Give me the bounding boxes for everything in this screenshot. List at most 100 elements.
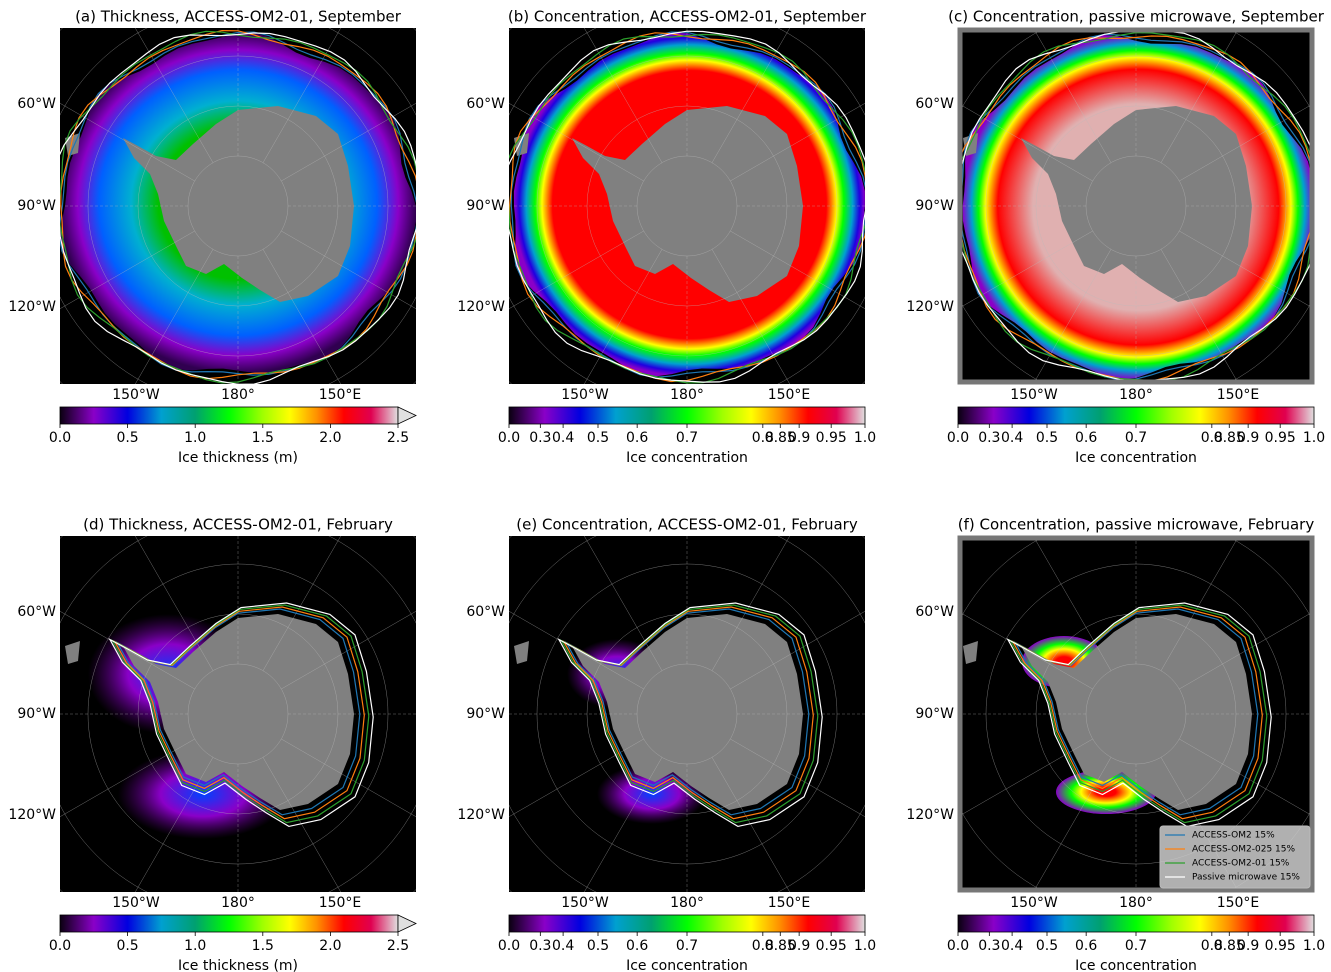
colorbar-label: Ice thickness (m) (178, 450, 298, 466)
graticule (730, 230, 865, 310)
contour (509, 30, 865, 383)
contour (60, 32, 416, 384)
panel-title: (e) Concentration, ACCESS-OM2-01, Februa… (516, 516, 858, 534)
colorbar-tick-label: 0.5 (1036, 938, 1058, 954)
graticule (60, 230, 195, 310)
colorbar (508, 406, 866, 425)
graticule (509, 610, 644, 690)
graticule (281, 610, 416, 690)
lon-label: 60°W (466, 96, 505, 112)
legend: ACCESS-OM2 15% ACCESS-OM2-025 15% ACCESS-O… (1159, 825, 1311, 889)
lon-label: 60°W (915, 96, 954, 112)
colorbar-tick-label: 0.7 (676, 430, 698, 446)
colorbar-tick-label: 0.3 (978, 430, 1000, 446)
colorbar-tick-label: 0.7 (1125, 938, 1147, 954)
colorbar-tick-label: 0.7 (1125, 430, 1147, 446)
lon-label: 90°W (915, 198, 954, 214)
panel-title: (b) Concentration, ACCESS-OM2-01, Septem… (508, 8, 867, 26)
graticule (262, 536, 342, 671)
contour (1013, 608, 1259, 816)
graticule (711, 757, 791, 892)
map-frame (957, 535, 1315, 893)
legend-box (1159, 825, 1311, 889)
graticule (583, 28, 663, 163)
map-panel: ACCESS-OM2 15% ACCESS-OM2-025 15% ACCESS-O… (957, 535, 1315, 893)
colorbar-tick-label: 1.5 (252, 938, 274, 954)
graticule (1032, 28, 1112, 163)
graticule (958, 738, 1093, 818)
graticule (958, 230, 1093, 310)
graticule (730, 102, 865, 182)
colorbar-tick-label: 0.8 (1201, 430, 1223, 446)
graticule (958, 610, 1093, 690)
graticule (1179, 738, 1314, 818)
colorbar-tick-label: 0.6 (626, 938, 648, 954)
colorbar-tick-label: 0.6 (626, 430, 648, 446)
colorbar-tick-label: 0.4 (552, 430, 574, 446)
colorbar-tick-label: 0.3 (978, 938, 1000, 954)
contour (60, 29, 416, 380)
map (60, 28, 416, 384)
contour (557, 602, 823, 828)
land (572, 106, 803, 302)
lon-label: 150°E (768, 387, 811, 403)
colorbar-tick-label: 0.0 (49, 430, 71, 446)
contour (562, 606, 814, 820)
graticule (509, 102, 644, 182)
graticule (958, 102, 1093, 182)
contour (559, 604, 819, 824)
colorbar-tick-label: 0.9 (788, 938, 810, 954)
lon-label: 150°W (561, 387, 609, 403)
land (1021, 614, 1252, 810)
panel-title: (f) Concentration, passive microwave, Fe… (958, 516, 1315, 534)
graticule (281, 738, 416, 818)
colorbar-tick-label: 0.5 (1036, 430, 1058, 446)
colorbar (957, 406, 1315, 425)
colorbar-tick-label: 0.5 (587, 938, 609, 954)
map-panel (509, 28, 865, 384)
graticule (730, 738, 865, 818)
graticule (60, 102, 195, 182)
colorbar (957, 914, 1315, 933)
graticule (1160, 536, 1240, 671)
colorbar-tick-label: 0.0 (498, 938, 520, 954)
colorbar-tick-label: 0.8 (752, 430, 774, 446)
colorbar-tick-label: 0.3 (529, 938, 551, 954)
colorbar-label: Ice concentration (1075, 450, 1197, 466)
colorbar-tick-label: 1.0 (1303, 430, 1325, 446)
colorbar-tick-label: 0.8 (752, 938, 774, 954)
lon-label: 180° (670, 387, 704, 403)
lon-label: 150°E (319, 387, 362, 403)
map-frame (957, 27, 1315, 385)
graticule (583, 536, 663, 671)
lon-label: 60°W (915, 604, 954, 620)
contour (958, 32, 1314, 382)
colorbar-tick-label: 1.0 (854, 938, 876, 954)
colorbar-tick-label: 0.0 (947, 938, 969, 954)
colorbar-tick-label: 0.95 (816, 938, 847, 954)
lon-label: 90°W (466, 198, 505, 214)
graticule (711, 249, 791, 384)
colorbar (508, 914, 866, 933)
legend-label: ACCESS-OM2-01 15% (1192, 859, 1290, 869)
lon-label: 150°W (1010, 895, 1058, 911)
lon-label: 180° (1119, 387, 1153, 403)
graticule (1179, 230, 1314, 310)
colorbar (59, 406, 399, 425)
colorbar-tick-label: 0.85 (1214, 938, 1245, 954)
contour (1008, 604, 1268, 824)
colorbar-tick-label: 2.5 (387, 430, 409, 446)
graticule (711, 536, 791, 671)
map (958, 28, 1314, 384)
lon-label: 150°E (1217, 387, 1260, 403)
colorbar-tick-label: 0.4 (552, 938, 574, 954)
land (123, 614, 354, 810)
land (1021, 106, 1252, 302)
graticule (60, 738, 195, 818)
colorbar-tick-label: 1.5 (252, 430, 274, 446)
graticule (711, 28, 791, 163)
lon-label: 120°W (457, 807, 505, 823)
colorbar-tick-label: 0.85 (1214, 430, 1245, 446)
graticule (509, 230, 644, 310)
colorbar-tick-label: 0.9 (788, 430, 810, 446)
